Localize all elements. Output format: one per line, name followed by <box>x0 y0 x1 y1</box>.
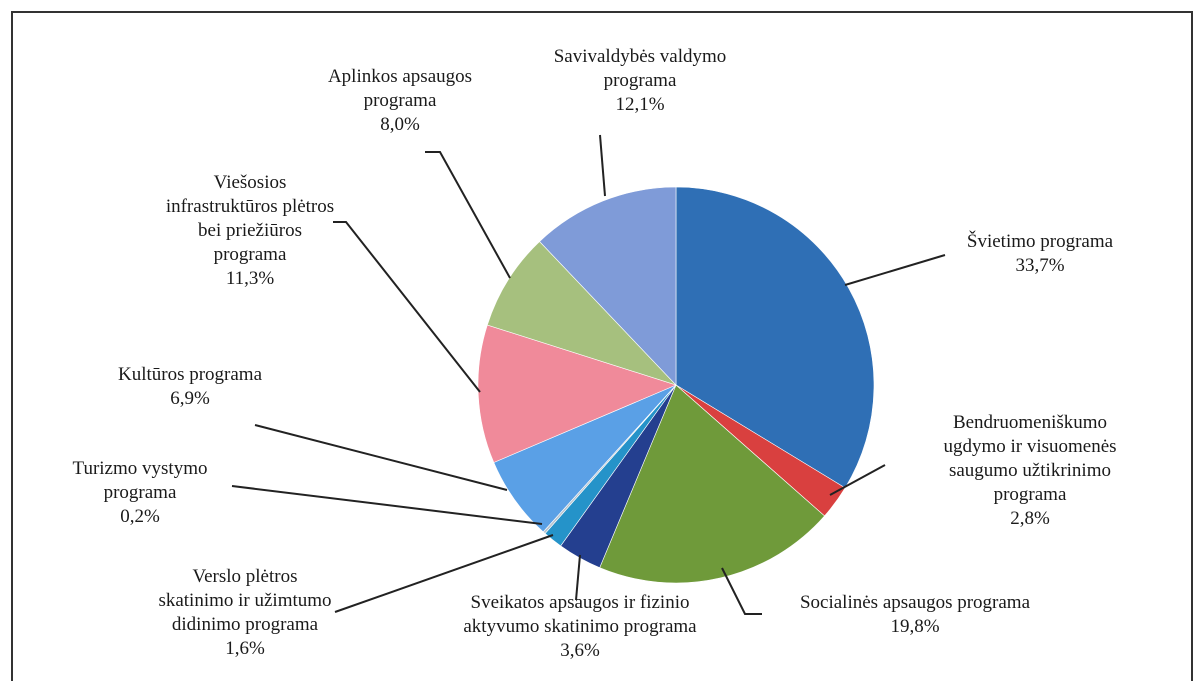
leader-line <box>575 554 581 601</box>
leader-line <box>721 567 762 615</box>
label-line: saugumo užtikrinimo <box>949 460 1111 481</box>
label-line: programa <box>364 90 437 111</box>
label-line: programa <box>994 484 1067 505</box>
slice-label: Švietimo programa <box>967 230 1114 252</box>
label-line: Švietimo programa <box>967 230 1114 252</box>
slice-label: Aplinkos apsaugos programa <box>328 66 472 111</box>
leader-line <box>333 221 481 393</box>
value-label: 12,1% <box>615 94 664 115</box>
leader-line <box>334 534 554 613</box>
pie-slice <box>486 241 677 386</box>
slice-label: Viešosios infrastruktūros plėtros bei prie… <box>166 172 334 265</box>
slice-label: Sveikatos apsaugos ir fizinio aktyvumo sk… <box>463 592 697 637</box>
frame <box>11 11 1193 681</box>
pie-slice <box>477 324 677 463</box>
leader-line <box>425 151 511 279</box>
value-label: 19,8% <box>890 616 939 637</box>
label-line: programa <box>604 70 677 91</box>
label-line: Bendruomeniškumo <box>953 412 1107 433</box>
label-line: ugdymo ir visuomenės <box>943 436 1116 457</box>
label-line: Socialinės apsaugos programa <box>800 592 1031 613</box>
leader-line <box>829 464 886 496</box>
label-line: Sveikatos apsaugos ir fizinio <box>471 592 690 613</box>
label-line: Aplinkos apsaugos <box>328 66 472 87</box>
pie <box>477 186 875 584</box>
label-line: bei priežiūros <box>198 220 302 241</box>
pie-slice <box>599 384 825 584</box>
value-label: 6,9% <box>170 388 210 409</box>
label-line: skatinimo ir užimtumo <box>158 590 331 611</box>
value-label: 2,8% <box>1010 508 1050 529</box>
leader-line <box>254 424 508 491</box>
leader-line <box>599 134 606 197</box>
slice-label: Socialinės apsaugos programa <box>800 592 1031 613</box>
slice-label: Kultūros programa <box>118 364 263 385</box>
value-label: 11,3% <box>226 268 275 289</box>
label-line: programa <box>104 482 177 503</box>
leader-line <box>231 485 543 525</box>
value-label: 0,2% <box>120 506 160 527</box>
value-label: 1,6% <box>225 638 265 659</box>
value-label: 8,0% <box>380 114 420 135</box>
pie-slice <box>539 186 677 386</box>
label-line: aktyvumo skatinimo programa <box>463 616 697 637</box>
label-line: infrastruktūros plėtros <box>166 196 334 217</box>
value-label: 33,7% <box>1015 255 1064 276</box>
leader-line <box>844 254 946 286</box>
value-label: 3,6% <box>560 640 600 661</box>
label-line: Kultūros programa <box>118 364 263 385</box>
label-line: programa <box>214 244 287 265</box>
slice-label: Verslo plėtros skatinimo ir užimtumo didin… <box>158 566 331 635</box>
label-line: Viešosios <box>214 172 287 193</box>
slice-label: Turizmo vystymo programa <box>73 458 208 503</box>
slice-label: Bendruomeniškumo ugdymo ir visuomenės saug… <box>943 412 1116 505</box>
label-line: Savivaldybės valdymo <box>554 46 727 67</box>
label-line: Turizmo vystymo <box>73 458 208 479</box>
label-line: didinimo programa <box>172 614 319 635</box>
pie-slice <box>675 186 875 489</box>
slice-label: Savivaldybės valdymo programa <box>554 46 727 91</box>
label-line: Verslo plėtros <box>192 566 297 587</box>
